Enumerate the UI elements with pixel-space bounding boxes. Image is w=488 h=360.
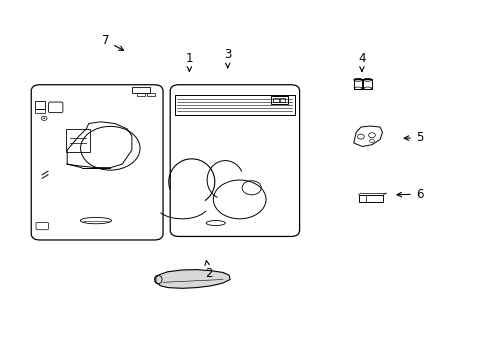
Text: 6: 6 — [396, 188, 422, 201]
Circle shape — [43, 118, 45, 119]
Polygon shape — [353, 126, 382, 147]
Bar — [146, 93, 155, 96]
Bar — [273, 98, 279, 102]
Bar — [66, 129, 90, 152]
Text: 7: 7 — [102, 34, 123, 50]
Bar — [358, 195, 383, 202]
Bar — [280, 98, 285, 102]
Bar — [132, 87, 150, 93]
Circle shape — [369, 139, 374, 143]
Text: 2: 2 — [204, 261, 212, 280]
Text: 5: 5 — [404, 131, 422, 144]
Text: 1: 1 — [185, 52, 193, 71]
Text: 3: 3 — [224, 48, 231, 68]
Text: 4: 4 — [357, 52, 365, 71]
Bar — [270, 96, 287, 104]
Bar — [363, 79, 371, 89]
Bar — [137, 93, 145, 96]
Bar — [35, 101, 45, 109]
Bar — [353, 79, 362, 89]
Circle shape — [368, 133, 375, 138]
Bar — [175, 95, 294, 115]
Circle shape — [357, 134, 364, 139]
Bar — [35, 109, 45, 113]
Polygon shape — [156, 270, 230, 288]
